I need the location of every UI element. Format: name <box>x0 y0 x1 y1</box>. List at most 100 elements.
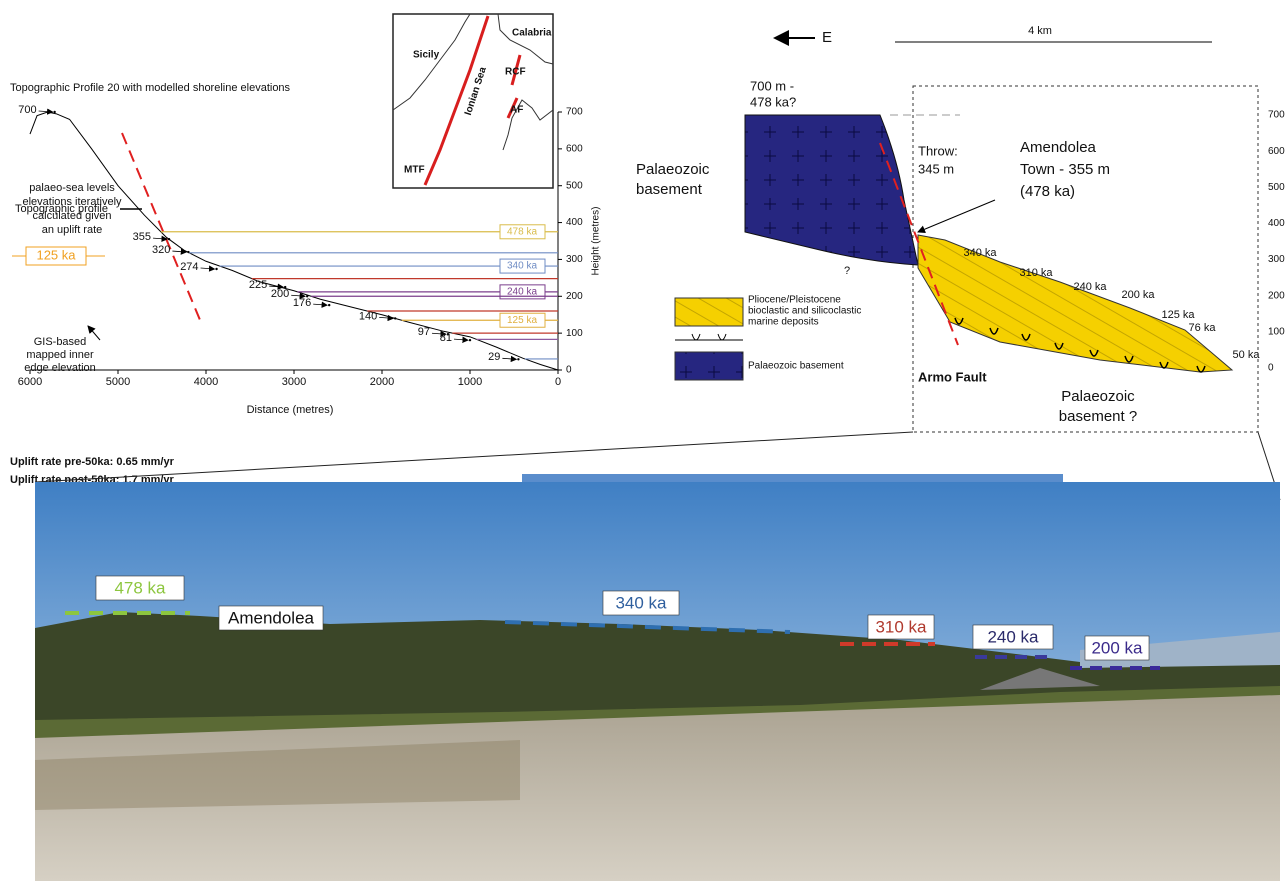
fault-trace <box>121 132 201 321</box>
inner-edge-label: 700 <box>18 104 36 116</box>
inner-edge-label: 200 <box>271 288 289 300</box>
photo-panel: 478 ka Amendolea 340 ka 310 ka 240 ka 200 ka <box>34 431 1281 881</box>
map-label: MTF <box>404 165 425 176</box>
inner-edge-arrow <box>172 248 188 255</box>
inner-edge-label: 320 <box>152 244 170 256</box>
photo-label: 340 ka <box>615 593 667 612</box>
shoreline-label-box <box>499 224 546 240</box>
y-axis-label: Height (metres) <box>591 207 602 276</box>
inner-edge <box>517 358 520 361</box>
x-axis-label: Distance (metres) <box>247 404 334 416</box>
terrace-label: 125 ka <box>1161 309 1195 321</box>
sea-level-example: 125 ka <box>36 247 76 262</box>
map-label: Calabria <box>512 28 552 39</box>
terrace-label: 76 ka <box>1189 322 1217 334</box>
throw-label: 345 m <box>918 161 954 176</box>
inner-edge-label: 97 <box>418 326 430 338</box>
sea-level-note: an uplift rate <box>42 224 103 236</box>
town-label: (478 ka) <box>1020 183 1075 200</box>
x-tick-label: 6000 <box>18 376 42 388</box>
map-coast <box>497 13 554 151</box>
y-tick-label: 600 <box>566 143 583 154</box>
photo-label-box <box>218 605 324 631</box>
armo-fault <box>879 142 959 346</box>
map-frame <box>392 13 554 189</box>
legend-basement: Palaeozoic basement <box>748 361 844 372</box>
inner-edge-arrow <box>313 301 328 308</box>
y-tick-label: 700 <box>566 107 583 118</box>
inner-edge-label: 29 <box>488 351 500 363</box>
uplift-rate: Uplift rate pre-50ka: 0.65 mm/yr <box>10 456 175 468</box>
terrace-label: 240 ka <box>1073 281 1107 293</box>
section-axis-label: 600 <box>1268 146 1285 157</box>
profile-chart: Topographic Profile 20 with modelled sho… <box>10 82 602 486</box>
terrace-label: 50 ka <box>1233 349 1261 361</box>
x-tick-label: 2000 <box>370 376 394 388</box>
sea-level-note: calculated given <box>33 210 112 222</box>
photo-label: Amendolea <box>228 608 315 627</box>
inner-edge <box>284 285 287 289</box>
legend-deposits: Pliocene/Pleistocene <box>748 295 841 306</box>
shoreline-label: 125 ka <box>507 315 537 326</box>
profile-legend: Topographic profile <box>15 203 108 215</box>
photo-sky <box>522 474 1063 482</box>
shoreline-label: 240 ka <box>507 287 537 298</box>
inner-edge <box>215 267 218 271</box>
unknown: ? <box>844 265 850 277</box>
section-axis-label: 200 <box>1268 290 1285 301</box>
terrace-label: 310 ka <box>1019 267 1053 279</box>
shoreline-marker <box>504 620 791 634</box>
photo-label: 310 ka <box>875 617 927 636</box>
photo-gravel-pile <box>980 668 1100 690</box>
inner-edge-arrow <box>453 336 469 343</box>
inset-map: Sicily Calabria Ionian Sea MTF RCF AF <box>392 13 554 189</box>
shoreline-label-box <box>499 312 546 328</box>
zoom-connector <box>34 431 914 483</box>
gis-legend: GIS-based <box>34 336 87 348</box>
inner-edge-arrow <box>502 355 518 363</box>
cross-section: E 4 km Palaeozoic basement ? Armo Fault … <box>636 25 1285 433</box>
inner-edge-label: 225 <box>249 279 267 291</box>
inner-edge-arrow <box>291 292 306 300</box>
town-arrow <box>917 199 996 234</box>
sea-level-note: elevations iteratively <box>22 196 122 208</box>
section-axis-label: 0 <box>1268 363 1274 374</box>
fault-label: Armo Fault <box>918 369 987 384</box>
unconformity-symbols <box>954 317 1206 373</box>
photo-label-box <box>972 624 1054 650</box>
section-axis-label: 400 <box>1268 218 1285 229</box>
direction: E <box>822 29 832 46</box>
summit-label: 700 m - <box>750 78 794 93</box>
terrace-label: 200 ka <box>1121 289 1155 301</box>
photo-label: 478 ka <box>114 578 166 597</box>
inner-edge-arrow <box>153 235 168 242</box>
section-axis-label: 700 <box>1268 110 1285 121</box>
y-tick-label: 100 <box>566 328 583 339</box>
summit-label: 478 ka? <box>750 94 796 109</box>
x-tick-label: 5000 <box>106 376 130 388</box>
inner-edge-arrow <box>200 265 216 272</box>
throw-label: Throw: <box>918 143 958 158</box>
y-tick-label: 200 <box>566 291 583 302</box>
legend-deposits-swatch <box>674 297 744 327</box>
inner-edge-label: 274 <box>180 261 198 273</box>
town-label: Amendolea <box>1020 139 1097 156</box>
chart-title: Topographic Profile 20 with modelled sho… <box>10 82 291 94</box>
scale-label: 4 km <box>1028 25 1052 37</box>
map-fault <box>423 15 522 186</box>
photo-label-box <box>602 590 680 616</box>
inner-edge <box>446 333 450 336</box>
inner-edge <box>394 317 397 320</box>
legend-deposits: marine deposits <box>748 317 819 328</box>
topographic-profile <box>29 111 559 371</box>
y-tick-label: 400 <box>566 217 583 228</box>
gis-legend: mapped inner <box>26 349 94 361</box>
inner-edge <box>53 110 56 114</box>
inner-edge-arrow <box>379 314 394 322</box>
shoreline-label: 340 ka <box>507 261 537 272</box>
basement-label: Palaeozoic <box>1061 388 1135 405</box>
shoreline-label-box <box>499 258 546 274</box>
x-tick-label: 1000 <box>458 376 482 388</box>
map-label: AF <box>510 105 523 116</box>
